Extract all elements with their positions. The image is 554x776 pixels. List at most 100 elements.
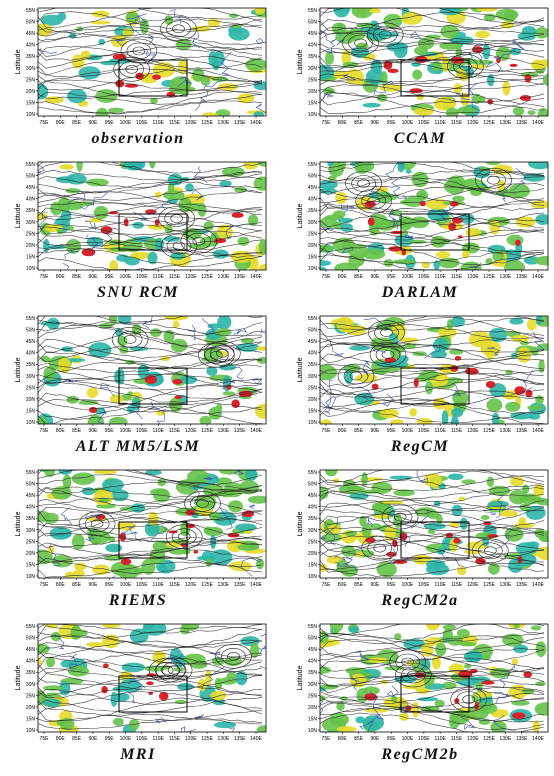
streamline (38, 223, 263, 236)
streamline (38, 652, 263, 668)
precip-blob (99, 322, 114, 329)
panel-mri: 10N 15N 20N 25N 30N 35N 40N 45N 50N 55N 75E 80E 85E 9… (8, 620, 268, 774)
lat-tick-label: 20N (308, 89, 318, 95)
precip-blob (95, 503, 116, 509)
precip-blob (423, 473, 443, 487)
lat-tick-label: 35N (26, 670, 36, 676)
streamline (38, 8, 263, 28)
coastline (351, 676, 360, 691)
streamline (38, 511, 263, 528)
lon-tick-label: 140E (532, 736, 544, 742)
lon-tick-label: 85E (72, 274, 82, 280)
precip-blob (505, 401, 521, 412)
coastline (126, 13, 147, 26)
lon-tick-label: 80E (338, 120, 348, 126)
precip-blob (169, 548, 187, 555)
streamline (320, 11, 545, 31)
precip-blob (434, 699, 445, 708)
streamline-gyre (210, 344, 235, 362)
precip-blob (349, 345, 370, 351)
lon-tick-label: 85E (354, 582, 364, 588)
lat-tick-label: 20N (26, 397, 36, 403)
streamline (38, 223, 263, 245)
streamline (320, 79, 545, 90)
streamline (320, 231, 545, 256)
lon-tick-label: 125E (483, 582, 495, 588)
precip-blob (441, 681, 457, 690)
precip-blob (336, 316, 354, 333)
streamline (320, 633, 545, 651)
streamline-gyre (381, 350, 395, 359)
precip-max (213, 238, 227, 244)
streamline-gyre (154, 661, 180, 679)
lon-tick-label: 75E (40, 428, 50, 434)
streamline (38, 673, 263, 692)
streamline-gyre (393, 512, 407, 522)
lat-tick-label: 45N (26, 647, 36, 653)
lat-tick-label: 40N (26, 43, 36, 49)
streamline (38, 45, 263, 61)
precip-blob (504, 260, 525, 270)
precip-blob (518, 517, 527, 527)
streamline-gyre (198, 342, 235, 368)
precip-blob (450, 316, 466, 327)
coastline (391, 178, 408, 199)
streamline (320, 186, 545, 210)
streamline (320, 229, 545, 249)
precip-blob (175, 38, 192, 51)
precip-blob (109, 259, 119, 270)
precip-blob (86, 236, 104, 247)
precip-blob (463, 663, 472, 669)
precip-blob (383, 13, 403, 29)
lon-tick-label: 130E (218, 582, 230, 588)
lat-tick-label: 50N (26, 20, 36, 26)
coastline (499, 665, 515, 688)
precip-max (487, 534, 499, 538)
streamline (38, 36, 263, 60)
map-frame (319, 469, 549, 579)
lon-tick-label: 100E (120, 582, 132, 588)
lon-tick-label: 130E (500, 736, 512, 742)
coastline (392, 215, 401, 229)
precip-max (145, 209, 157, 215)
lon-tick-label: 100E (402, 120, 414, 126)
streamline-gyre (160, 665, 174, 675)
lon-tick-label: 105E (418, 274, 430, 280)
streamline (38, 321, 263, 337)
lat-tick-label: 25N (308, 693, 318, 699)
streamline-gyre (126, 42, 152, 60)
panel-caption: RegCM (390, 438, 450, 455)
lon-tick-label: 100E (402, 736, 414, 742)
lon-tick-label: 100E (120, 736, 132, 742)
streamline-gyre (119, 61, 144, 78)
lon-tick-label: 85E (354, 428, 364, 434)
precip-blob (78, 66, 101, 80)
precip-blob (445, 107, 459, 116)
lon-tick-label: 90E (370, 736, 380, 742)
lat-tick-label: 25N (308, 77, 318, 83)
lon-tick-label: 90E (88, 120, 98, 126)
map-regcm: 10N 15N 20N 25N 30N 35N 40N 45N 50N 55N 75E 80E 85E 9… (297, 315, 549, 434)
streamline (38, 190, 263, 205)
precip-blob (258, 239, 266, 255)
precip-blob (190, 26, 211, 32)
coastline (483, 509, 497, 515)
lat-tick-label: 15N (26, 254, 36, 260)
streamline (38, 341, 263, 363)
coastline (487, 347, 500, 357)
map-ccam: 10N 15N 20N 25N 30N 35N 40N 45N 50N 55N 75E 80E 85E 9… (297, 7, 549, 126)
map-riems: 10N 15N 20N 25N 30N 35N 40N 45N 50N 55N 75E 80E 85E 9… (15, 469, 267, 588)
streamline (38, 625, 263, 639)
streamline (320, 175, 545, 193)
streamline (38, 688, 263, 706)
map-frame (37, 315, 267, 425)
precip-blob (94, 470, 118, 475)
streamline (38, 516, 263, 541)
precip-blob (325, 51, 335, 65)
precip-blob (206, 366, 218, 376)
precip-blob (441, 410, 449, 424)
streamline (38, 402, 263, 420)
precip-blob (538, 359, 545, 373)
streamline (320, 547, 545, 573)
streamline-gyre (184, 491, 221, 516)
